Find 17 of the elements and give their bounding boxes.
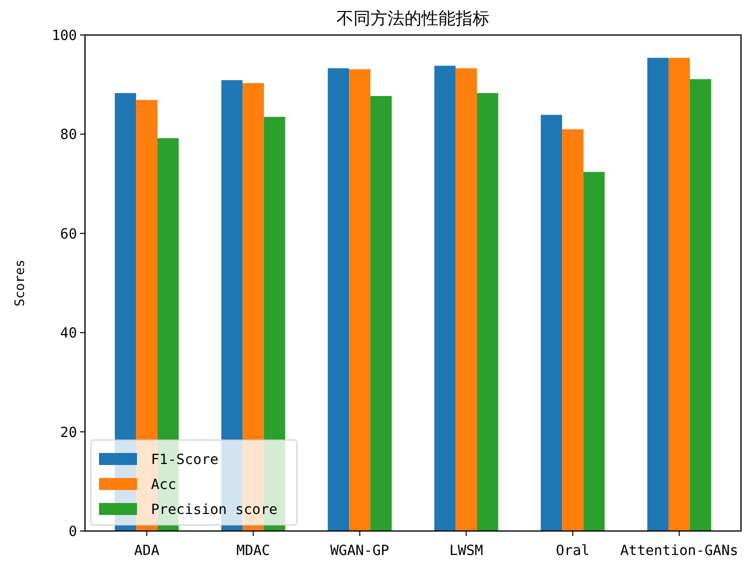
y-tick-label: 60 xyxy=(60,226,77,242)
x-tick-label: MDAC xyxy=(236,543,270,559)
x-tick-label: WGAN-GP xyxy=(330,543,390,559)
chart-title: 不同方法的性能指标 xyxy=(336,9,490,29)
legend-label: Acc xyxy=(151,477,176,493)
y-tick-label: 20 xyxy=(60,424,77,441)
y-tick-label: 100 xyxy=(52,28,77,44)
x-tick-label: Oral xyxy=(556,543,590,559)
y-tick-label: 80 xyxy=(60,127,77,144)
x-tick-label: ADA xyxy=(134,543,160,559)
x-tick-label: Attention-GANs xyxy=(620,543,738,559)
x-tick-label: LWSM xyxy=(449,543,484,559)
y-axis-title: Scores xyxy=(13,260,28,306)
legend-label: F1-Score xyxy=(151,452,218,468)
y-tick-label: 40 xyxy=(60,326,77,342)
y-tick-label: 0 xyxy=(68,524,77,540)
legend-label: Precision score xyxy=(151,502,278,518)
